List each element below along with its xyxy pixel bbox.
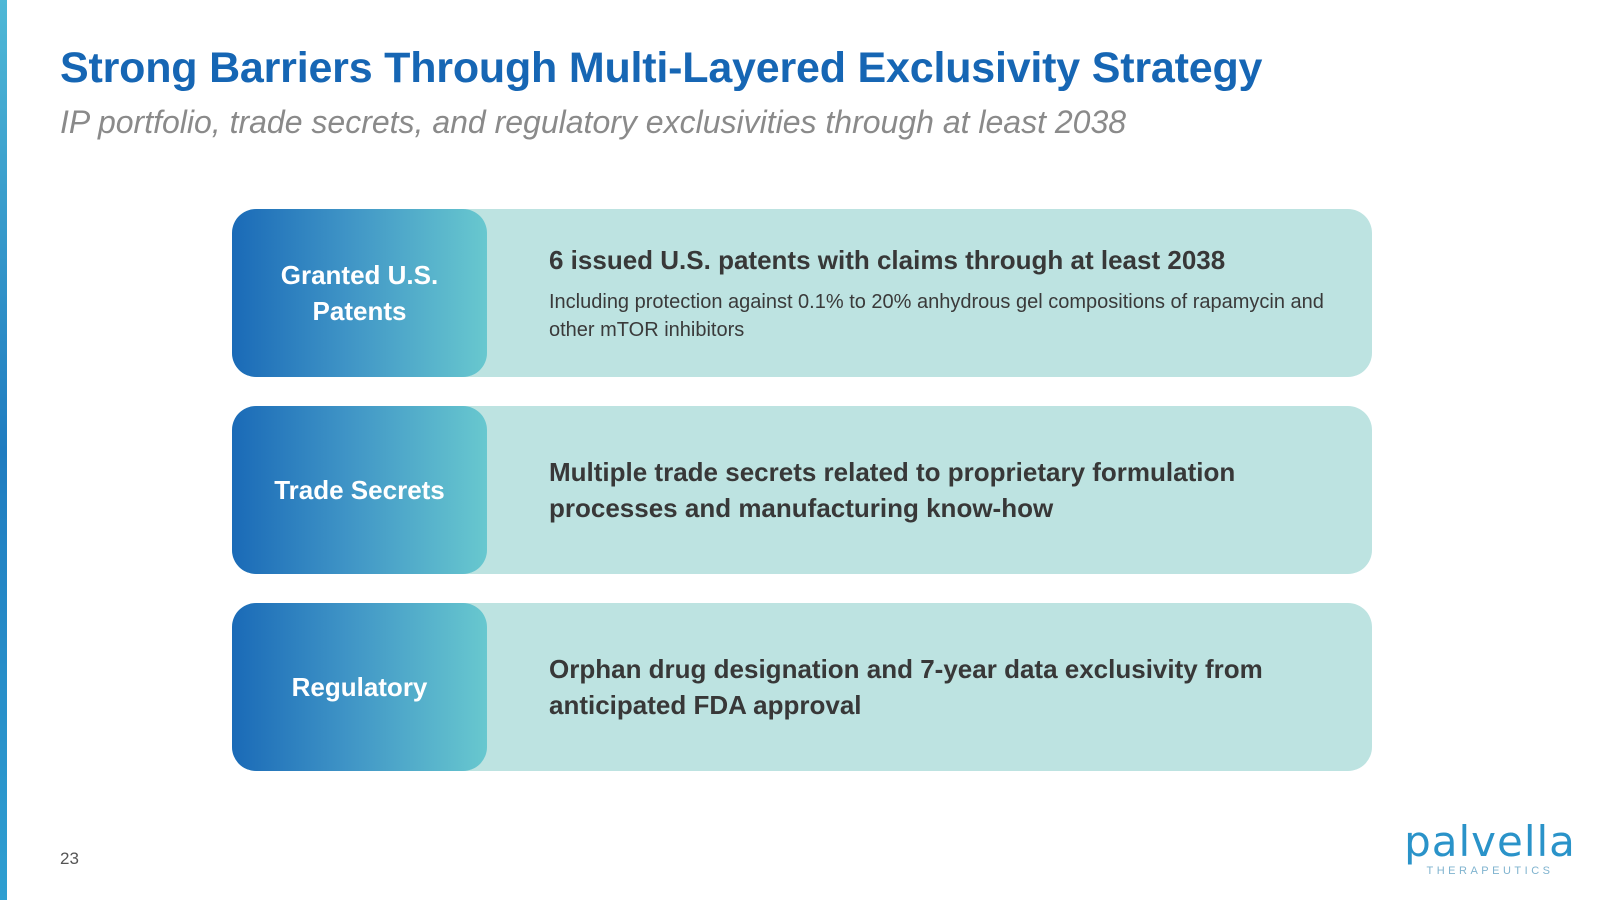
row-label-text: Granted U.S. Patents xyxy=(280,260,439,326)
row-regulatory: Regulatory Orphan drug designation and 7… xyxy=(232,603,1372,771)
row-content: Multiple trade secrets related to propri… xyxy=(549,406,1349,574)
slide-title: Strong Barriers Through Multi-Layered Ex… xyxy=(60,44,1263,92)
left-accent-bar xyxy=(0,0,7,900)
row-label-box: Granted U.S. Patents xyxy=(232,209,487,377)
row-headline: Multiple trade secrets related to propri… xyxy=(549,457,1236,523)
logo-wordmark: palvella xyxy=(1404,817,1576,866)
exclusivity-rows: Granted U.S. Patents 6 issued U.S. paten… xyxy=(232,209,1372,800)
row-content: 6 issued U.S. patents with claims throug… xyxy=(549,209,1349,377)
row-trade-secrets: Trade Secrets Multiple trade secrets rel… xyxy=(232,406,1372,574)
row-label-box: Trade Secrets xyxy=(232,406,487,574)
row-label-text: Trade Secrets xyxy=(274,475,445,505)
page-number: 23 xyxy=(60,849,79,868)
row-headline: Orphan drug designation and 7-year data … xyxy=(549,654,1263,720)
row-detail: Including protection against 0.1% to 20%… xyxy=(549,291,1324,341)
company-logo: palvella THERAPEUTICS xyxy=(1400,817,1580,878)
row-granted-patents: Granted U.S. Patents 6 issued U.S. paten… xyxy=(232,209,1372,377)
row-label-box: Regulatory xyxy=(232,603,487,771)
slide-subtitle: IP portfolio, trade secrets, and regulat… xyxy=(60,104,1127,140)
row-label-text: Regulatory xyxy=(291,672,428,702)
logo-subtitle: THERAPEUTICS xyxy=(1426,865,1554,877)
row-headline: 6 issued U.S. patents with claims throug… xyxy=(549,245,1226,275)
row-content: Orphan drug designation and 7-year data … xyxy=(549,603,1349,771)
